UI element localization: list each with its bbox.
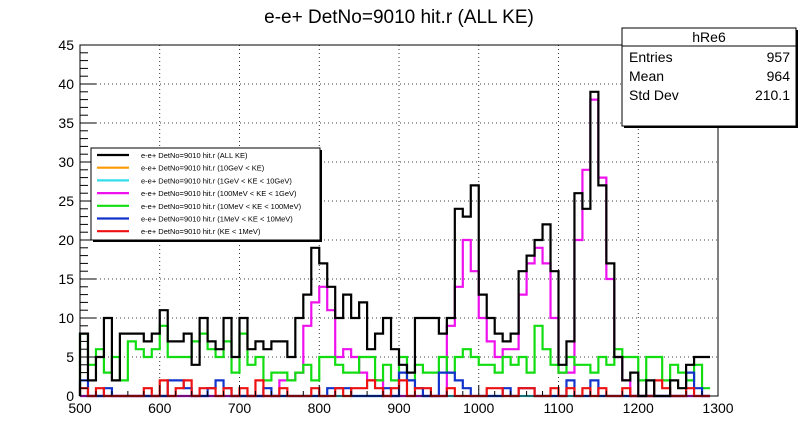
legend: e-e+ DetNo=9010 hit.r (ALL KE) e-e+ DetNo… [90,147,322,242]
axes: 500 600 700 800 900 1000 1100 1200 1300 0 5 10 15 20 2… [58,37,733,416]
x-tick-label-3: 800 [308,400,332,416]
legend-label-4: e-e+ DetNo=9010 hit.r (10MeV < KE < 100M… [141,202,302,211]
stats-value-0: 957 [767,49,791,65]
legend-label-6: e-e+ DetNo=9010 hit.r (KE < 1MeV) [141,227,261,236]
stats-frame [621,27,797,127]
x-tick-label-7: 1200 [623,400,654,416]
x-tick-label-8: 1300 [702,400,733,416]
stats-value-1: 964 [767,68,791,84]
y-tick-label-1: 5 [66,349,74,365]
stats-title: hRe6 [692,29,726,45]
series-line-3 [80,98,711,398]
series-layer [78,90,711,398]
y-tick-label-6: 30 [58,154,74,170]
chart-title: e-e+ DetNo=9010 hit.r (ALL KE) [264,7,534,28]
stats-label-0: Entries [629,49,673,65]
x-tick-label-0: 500 [68,400,92,416]
legend-label-1: e-e+ DetNo=9010 hit.r (10GeV < KE) [141,164,265,173]
y-tick-label-9: 45 [58,37,74,53]
legend-label-5: e-e+ DetNo=9010 hit.r (1MeV < KE < 10MeV… [141,215,293,224]
legend-label-2: e-e+ DetNo=9010 hit.r (1GeV < KE < 10GeV… [141,176,292,185]
legend-label-3: e-e+ DetNo=9010 hit.r (100MeV < KE < 1Ge… [141,189,297,198]
y-tick-label-7: 35 [58,115,74,131]
series-line-5 [78,371,711,398]
stats-box: hRe6 Entries 957 Mean 964 Std Dev 210.1 [621,27,798,128]
series-line-4 [78,324,711,396]
stats-label-1: Mean [629,68,664,84]
stats-value-2: 210.1 [755,87,790,103]
stats-label-2: Std Dev [629,87,679,103]
y-tick-label-2: 10 [58,310,74,326]
y-tick-label-0: 0 [66,388,74,404]
legend-label-0: e-e+ DetNo=9010 hit.r (ALL KE) [141,151,248,160]
y-tick-label-8: 40 [58,76,74,92]
legend-box [90,147,321,241]
series-line-0 [78,90,711,398]
y-tick-label-5: 25 [58,193,74,209]
series-line-6 [78,379,711,398]
x-tick-label-2: 700 [228,400,252,416]
x-tick-label-4: 900 [387,400,411,416]
y-tick-label-3: 15 [58,271,74,287]
x-tick-label-1: 600 [148,400,172,416]
y-tick-label-4: 20 [58,232,74,248]
x-tick-label-6: 1100 [543,400,573,416]
x-tick-label-5: 1000 [463,400,494,416]
